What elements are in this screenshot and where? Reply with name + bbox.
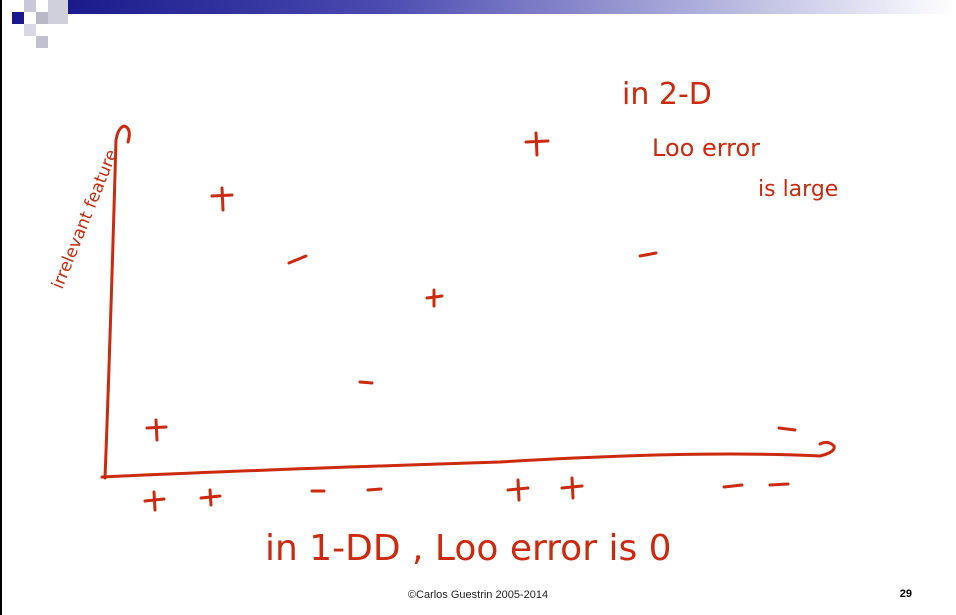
point-plus [560,476,584,500]
point-minus [722,483,744,489]
page-number: 29 [899,588,912,600]
point-minus [777,426,797,432]
point-minus [358,380,374,385]
logo-square-light [24,0,36,12]
title-gradient-bar [68,0,956,14]
logo-square-light [36,36,48,48]
point-plus [210,186,234,212]
point-plus [506,478,530,502]
logo-square-light [24,24,36,36]
point-plus [524,131,550,157]
slide-left-border [0,0,2,615]
point-plus [425,288,444,308]
point-minus [366,487,383,492]
point-plus [199,488,222,507]
annotation-loo-error-2d: Loo error [652,134,760,162]
logo-square-light [48,0,68,24]
point-plus [145,418,168,442]
title-bar-graphic [12,0,956,48]
point-plus [143,490,166,512]
title-bar [0,0,956,60]
logo-square-dark [12,12,24,24]
point-minus [638,251,658,258]
x-axis [100,440,836,479]
footer-copyright: ©Carlos Guestrin 2005-2014 [407,589,549,601]
point-minus [768,482,790,487]
annotation-is-large: is large [758,177,838,202]
point-minus [287,254,308,265]
annotation-in-2d: in 2-D [622,77,712,112]
annotation-in-1d: in 1-DD , Loo error is 0 [265,528,672,569]
logo-square-light [36,12,48,24]
y-axis [103,124,131,480]
